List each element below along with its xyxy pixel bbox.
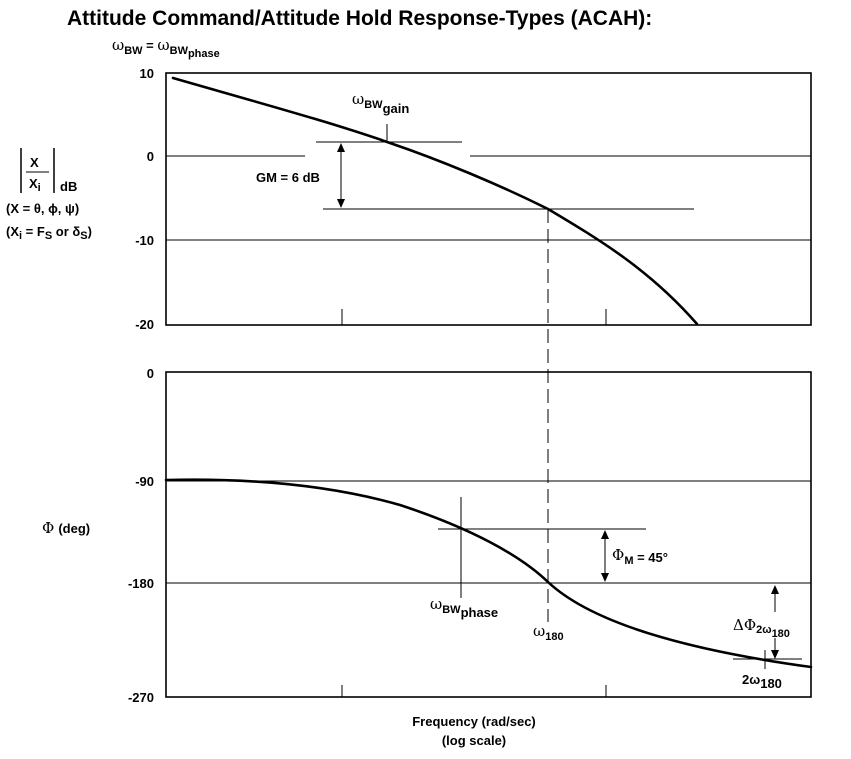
- phase-axis-label: Φ (deg): [42, 519, 90, 537]
- magnitude-numerator: X: [30, 155, 39, 170]
- magnitude-tick-minus10: -10: [135, 233, 154, 248]
- delta-phase-arrow-down: [771, 650, 779, 659]
- figure-title: Attitude Command/Attitude Hold Response-…: [67, 7, 652, 30]
- phase-margin-arrow-down: [601, 573, 609, 582]
- magnitude-curve: [171, 76, 699, 326]
- magnitude-input-def: (Xi = FS or δS): [6, 224, 92, 242]
- x-axis-label: Frequency (rad/sec): [412, 714, 536, 729]
- phase-tick-minus270: -270: [128, 690, 154, 705]
- omega-180-label: ω180: [533, 622, 564, 643]
- two-omega-180-label: 2ω180: [742, 672, 782, 691]
- phase-margin-arrow-up: [601, 530, 609, 539]
- magnitude-axis-label: X Xi dB (X = θ, ϕ, ψ) (Xi = FS or δS) 10…: [6, 66, 154, 332]
- phase-tick-0: 0: [147, 366, 154, 381]
- magnitude-unit: dB: [60, 179, 77, 194]
- phase-panel: [164, 371, 813, 698]
- magnitude-frame: [165, 72, 812, 326]
- bw-equation: ωBW = ωBWphase: [112, 36, 220, 60]
- magnitude-denominator: Xi: [29, 176, 41, 194]
- bw-phase-label: ωBWphase: [430, 595, 498, 620]
- magnitude-tick-10: 10: [140, 66, 154, 81]
- magnitude-variable-def: (X = θ, ϕ, ψ): [6, 201, 79, 216]
- magnitude-tick-minus20: -20: [135, 317, 154, 332]
- gm-arrow-down: [337, 199, 345, 208]
- gm-arrow-up: [337, 143, 345, 152]
- magnitude-panel: [165, 72, 812, 326]
- phase-curve: [164, 478, 813, 669]
- magnitude-tick-0: 0: [147, 149, 154, 164]
- phase-margin-label: ΦM = 45°: [612, 546, 668, 567]
- delta-phase-label: ΔΦ2ω180: [733, 616, 790, 640]
- phase-tick-minus90: -90: [135, 474, 154, 489]
- x-axis-sublabel: (log scale): [442, 733, 506, 748]
- phase-frame: [165, 371, 812, 698]
- phase-tick-minus180: -180: [128, 576, 154, 591]
- gain-margin-label: GM = 6 dB: [256, 170, 320, 185]
- delta-phase-arrow-up: [771, 585, 779, 594]
- bw-gain-label: ωBWgain: [352, 90, 409, 116]
